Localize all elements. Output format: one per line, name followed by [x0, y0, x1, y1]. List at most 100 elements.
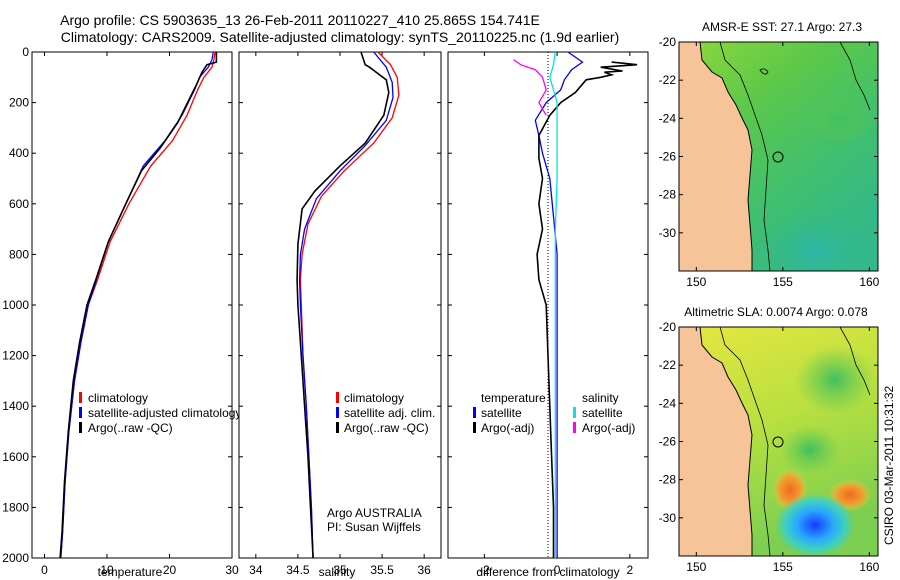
salinity-legend: climatology satellite adj. clim. Argo(..…: [336, 391, 435, 435]
legend-label-temp-satellite: satellite: [481, 406, 522, 420]
sla-map-title: Altimetric SLA: 0.0074 Argo: 0.078: [684, 305, 868, 319]
legend-swatch-climatology: [79, 392, 82, 403]
sla-low-patch: [775, 493, 855, 556]
sst-reef-contour: [839, 42, 871, 111]
lat-tick-label: -22: [659, 73, 677, 87]
lon-tick-label: 150: [686, 275, 706, 289]
legend-swatch-temp-argo: [473, 422, 476, 433]
legend-swatch-sal-argo: [573, 422, 576, 433]
sst-cool-patch: [760, 210, 870, 271]
x-tick-label: 0: [554, 563, 561, 577]
depth-tick-label: 1200: [2, 349, 29, 363]
legend-swatch-argo: [79, 422, 82, 433]
legend-swatch-argo: [336, 422, 339, 433]
sst-shelf-contour: [719, 42, 771, 271]
legend-swatch-temp-satellite: [473, 407, 476, 418]
lon-tick-label: 155: [773, 560, 793, 574]
pi-annotation: PI: Susan Wijffels: [327, 520, 421, 534]
legend-swatch-sal-satellite: [573, 407, 576, 418]
x-tick-label: 35.5: [370, 563, 394, 577]
legend-label-argo: Argo(..raw -QC): [344, 421, 429, 435]
sst-land: [679, 42, 752, 271]
lat-tick-label: -20: [659, 320, 677, 334]
sla-reef-contour: [839, 327, 871, 396]
lat-tick-label: -26: [659, 435, 677, 449]
series-line-argo-raw-qc-: [296, 51, 390, 559]
legend-label-argo: Argo(..raw -QC): [88, 421, 173, 435]
lat-tick-label: -28: [659, 473, 677, 487]
depth-tick-label: 1600: [2, 450, 29, 464]
sla-map-panel: Altimetric SLA: 0.0074 Argo: 0.078 -20 -2…: [659, 305, 880, 574]
depth-tick-label: 1800: [2, 500, 29, 514]
title-line-2: Climatology: CARS2009. Satellite-adjuste…: [61, 29, 619, 45]
sst-map-panel: AMSR-E SST: 27.1 Argo: 27.3 -20 -22 -24 -26…: [659, 20, 880, 289]
x-tick-label: 2: [626, 563, 633, 577]
lat-tick-label: -30: [659, 226, 677, 240]
legend-swatch-satellite: [336, 407, 339, 418]
salinity-xlabel: salinity: [319, 565, 356, 579]
legend-label-sal-satellite: satellite: [582, 406, 623, 420]
lat-tick-label: -24: [659, 111, 677, 125]
lon-tick-label: 150: [686, 560, 706, 574]
lat-tick-label: -26: [659, 150, 677, 164]
float-owner-annotation: Argo AUSTRALIA: [327, 506, 422, 520]
depth-tick-label: 600: [9, 197, 29, 211]
series-line-temperature-argo-adj-: [536, 61, 638, 558]
sst-profile-marker: [772, 151, 784, 163]
difference-xlabel: difference from climatology: [476, 565, 619, 579]
lon-tick-label: 155: [773, 275, 793, 289]
sst-island-contour: [759, 68, 769, 75]
legend-label-temp-argo: Argo(-adj): [481, 421, 534, 435]
timestamp-side-label: CSIRO 03-Mar-2011 10:31:32: [882, 385, 896, 545]
x-tick-label: 35: [333, 563, 347, 577]
difference-panel: -2 0 2 difference from climatology tempera…: [447, 51, 649, 579]
x-tick-label: 30: [225, 563, 239, 577]
series-line-salinity-argo-adj-: [513, 59, 547, 116]
sla-green-patch-2: [780, 425, 840, 475]
x-tick-label: 34: [249, 563, 263, 577]
x-tick-label: 10: [100, 563, 114, 577]
sla-land: [679, 327, 752, 556]
lat-tick-label: -24: [659, 396, 677, 410]
sla-coastline: [699, 327, 753, 556]
series-line-argo-raw-qc-: [59, 52, 218, 559]
temperature-axes-frame: [31, 51, 233, 559]
x-tick-label: 34.5: [286, 563, 310, 577]
depth-tick-label: 400: [9, 146, 29, 160]
depth-tick-label: 1000: [2, 298, 29, 312]
sst-map-title: AMSR-E SST: 27.1 Argo: 27.3: [702, 20, 862, 34]
difference-legend: temperature satellite Argo(-adj) salinit…: [473, 391, 635, 435]
sla-shelf-contour: [719, 327, 771, 556]
legend-title-temperature: temperature: [481, 391, 546, 405]
temperature-panel: 0 200 400 600 800 1000 1200 1400 1600 1800 2000 0 10…: [2, 45, 241, 579]
series-line-temperature-satellite: [534, 51, 584, 558]
temperature-legend: climatology satellite-adjusted climatolo…: [79, 391, 241, 435]
lat-tick-label: -22: [659, 358, 677, 372]
x-tick-label: 36: [417, 563, 431, 577]
sla-profile-marker: [772, 436, 784, 448]
sst-coastline: [699, 42, 753, 271]
legend-label-satellite: satellite adj. clim.: [344, 406, 435, 420]
lat-tick-label: -28: [659, 188, 677, 202]
x-tick-label: -2: [479, 563, 490, 577]
lat-tick-label: -20: [659, 35, 677, 49]
temperature-xlabel: temperature: [98, 565, 163, 579]
depth-tick-label: 800: [9, 247, 29, 261]
sla-green-patch-1: [795, 345, 875, 415]
legend-swatch-satellite: [79, 407, 82, 418]
lat-tick-label: -30: [659, 511, 677, 525]
legend-label-climatology: climatology: [88, 391, 148, 405]
legend-label-satellite: satellite-adjusted climatology: [88, 406, 241, 420]
x-tick-label: 0: [41, 563, 48, 577]
lon-tick-label: 160: [859, 275, 879, 289]
salinity-axes-frame: [238, 51, 442, 559]
series-line-satellite-adj-clim-: [298, 51, 394, 559]
salinity-panel: 34 34.5 35 35.5 36 salinity climatology sate…: [238, 51, 442, 579]
legend-swatch-climatology: [336, 392, 339, 403]
depth-tick-label: 200: [9, 96, 29, 110]
series-line-salinity-satellite: [549, 51, 558, 558]
lon-tick-label: 160: [859, 560, 879, 574]
x-tick-label: 20: [163, 563, 177, 577]
depth-tick-label: 2000: [2, 551, 29, 565]
